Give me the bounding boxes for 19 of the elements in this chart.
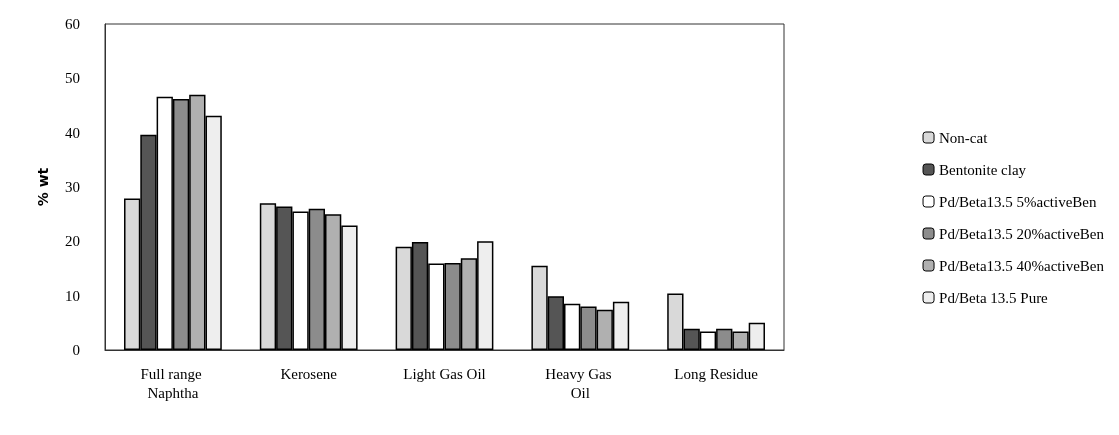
legend-label: Pd/Beta13.5 5%activeBen: [939, 193, 1097, 210]
legend-label: Non-cat: [939, 129, 989, 146]
legend-label: Pd/Beta13.5 40%activeBen: [939, 257, 1105, 274]
x-tick-label: Heavy Gas Oil: [545, 365, 616, 401]
y-tick-label: 20: [65, 233, 80, 250]
y-tick-label: 40: [65, 124, 80, 141]
x-tick-label: Light Gas Oil: [403, 365, 486, 382]
x-tick-label: Long Residue: [674, 365, 759, 382]
y-axis-title: % wt: [35, 167, 51, 207]
x-tick-label: Kerosene: [280, 365, 338, 382]
y-tick-label: 30: [65, 179, 80, 195]
y-tick-label: 10: [65, 287, 80, 304]
y-tick-label: 50: [65, 70, 80, 87]
legend-label: Bentonite clay: [939, 161, 1027, 178]
legend-label: Pd/Beta13.5 20%activeBen: [939, 225, 1105, 242]
legend-label: Pd/Beta 13.5 Pure: [939, 289, 1049, 306]
y-tick-label: 60: [65, 16, 80, 32]
y-tick-label: 0: [72, 342, 80, 358]
x-tick-label: Full range Naphtha: [140, 365, 206, 401]
